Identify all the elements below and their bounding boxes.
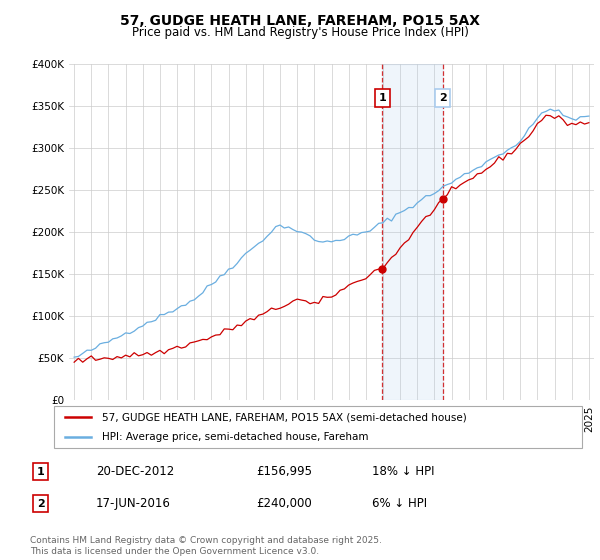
Text: 17-JUN-2016: 17-JUN-2016: [96, 497, 170, 510]
Text: 20-DEC-2012: 20-DEC-2012: [96, 465, 174, 478]
Text: 57, GUDGE HEATH LANE, FAREHAM, PO15 5AX (semi-detached house): 57, GUDGE HEATH LANE, FAREHAM, PO15 5AX …: [101, 412, 466, 422]
Text: 18% ↓ HPI: 18% ↓ HPI: [372, 465, 434, 478]
Text: 1: 1: [37, 466, 44, 477]
Text: HPI: Average price, semi-detached house, Fareham: HPI: Average price, semi-detached house,…: [101, 432, 368, 442]
FancyBboxPatch shape: [54, 406, 582, 448]
Text: Contains HM Land Registry data © Crown copyright and database right 2025.
This d: Contains HM Land Registry data © Crown c…: [30, 536, 382, 556]
Text: 6% ↓ HPI: 6% ↓ HPI: [372, 497, 427, 510]
Text: 2: 2: [37, 499, 44, 508]
Text: £240,000: £240,000: [256, 497, 311, 510]
Text: 1: 1: [379, 93, 386, 103]
Text: £156,995: £156,995: [256, 465, 312, 478]
Text: 2: 2: [439, 93, 446, 103]
Bar: [382, 64, 443, 400]
Text: 57, GUDGE HEATH LANE, FAREHAM, PO15 5AX: 57, GUDGE HEATH LANE, FAREHAM, PO15 5AX: [120, 14, 480, 28]
Text: Price paid vs. HM Land Registry's House Price Index (HPI): Price paid vs. HM Land Registry's House …: [131, 26, 469, 39]
